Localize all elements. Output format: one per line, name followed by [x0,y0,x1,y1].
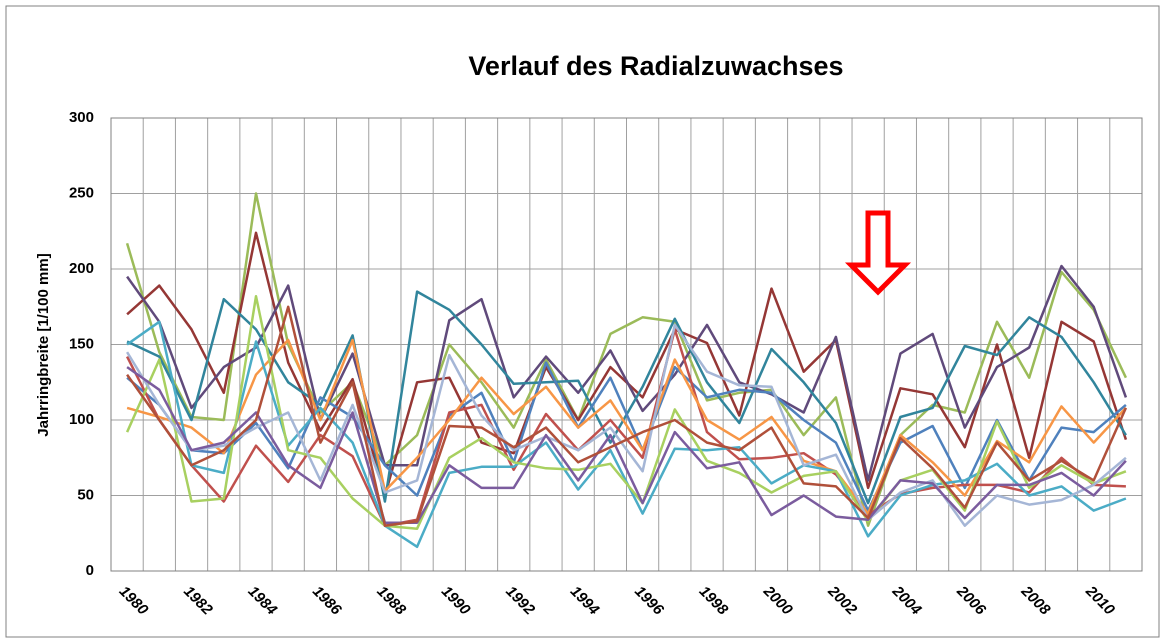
y-tick-label: 250 [69,184,94,201]
chart-border [5,5,1160,638]
y-axis-label: Jahrringbreite [1/100 mm] [35,253,52,436]
series-line [126,338,1127,515]
arrow-annotation [844,210,912,296]
plot-border [110,117,1143,572]
series-line [126,366,1127,524]
series-line [126,264,1128,482]
series-line [126,361,1127,512]
y-tick-label: 200 [69,260,94,277]
series-line [125,294,1127,530]
y-tick-label: 100 [69,411,94,428]
y-tick-label: 150 [69,335,94,352]
y-tick-label: 300 [69,109,94,126]
chart-title: Verlauf des Radialzuwachses [468,51,843,81]
series-line [126,305,1128,527]
series-line [126,323,1127,527]
y-tick-label: 50 [77,486,94,503]
y-tick-label: 0 [86,562,94,579]
